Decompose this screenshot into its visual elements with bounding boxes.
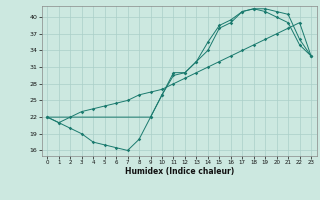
X-axis label: Humidex (Indice chaleur): Humidex (Indice chaleur) — [124, 167, 234, 176]
